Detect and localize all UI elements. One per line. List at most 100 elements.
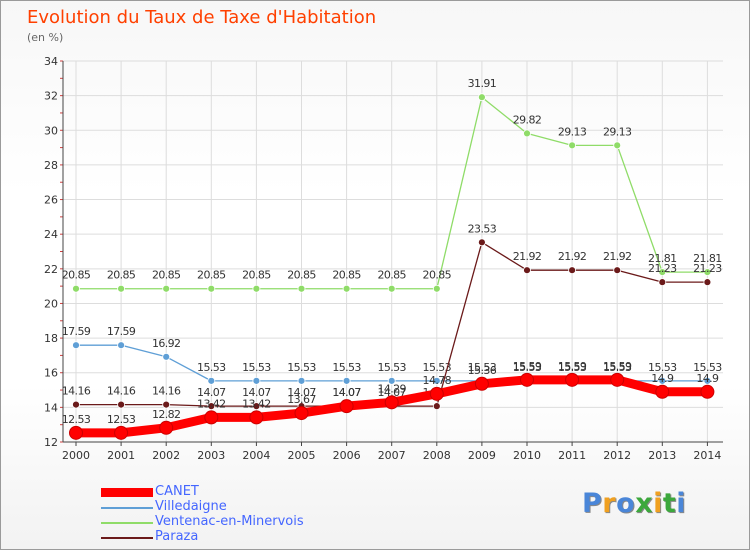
x-tick-label: 2008 <box>423 449 451 462</box>
data-point-canet <box>384 395 399 410</box>
data-label: 20.85 <box>62 269 91 282</box>
legend-label-paraza: Paraza <box>155 529 199 544</box>
data-point-ventenac-en-minervois <box>117 284 125 293</box>
data-point-villedaigne <box>658 376 667 385</box>
y-tick-label: 22 <box>44 263 58 276</box>
data-label: 17.59 <box>62 325 91 338</box>
data-label: 20.85 <box>423 269 452 282</box>
data-label: 15.53 <box>558 361 587 374</box>
data-point-villedaigne <box>72 341 80 350</box>
data-label: 14.16 <box>107 385 136 398</box>
data-label: 14.78 <box>423 374 452 387</box>
data-label: 12.53 <box>107 413 136 426</box>
data-label: 15.53 <box>468 361 497 374</box>
data-point-ventenac-en-minervois <box>613 141 622 150</box>
data-label: 14.9 <box>696 372 719 385</box>
logo-letter: x <box>635 488 654 519</box>
data-point-paraza <box>207 402 216 411</box>
data-point-canet <box>69 425 83 440</box>
data-label: 13.42 <box>197 397 226 410</box>
logo-letter: o <box>616 488 636 519</box>
chart-title: Evolution du Taux de Taxe d'Habitation <box>27 7 377 28</box>
data-point-canet <box>249 410 264 425</box>
y-tick-label: 20 <box>44 297 58 310</box>
data-point-paraza <box>162 400 171 409</box>
legend-item-villedaigne: Villedaigne <box>101 499 401 515</box>
y-tick-label: 32 <box>44 90 58 103</box>
data-label: 21.92 <box>603 250 632 263</box>
data-label: 21.81 <box>693 252 722 265</box>
data-label: 13.67 <box>287 393 316 406</box>
data-label: 16.92 <box>152 337 181 350</box>
data-point-villedaigne <box>207 376 216 385</box>
x-tick-label: 2004 <box>242 449 270 462</box>
data-label: 23.53 <box>468 222 497 235</box>
data-label: 12.53 <box>62 413 91 426</box>
y-tick-label: 26 <box>44 194 58 207</box>
data-point-canet <box>474 376 489 391</box>
x-tick-label: 2009 <box>468 449 496 462</box>
data-label: 21.81 <box>648 252 677 265</box>
data-point-ventenac-en-minervois <box>658 268 667 277</box>
data-point-canet <box>610 372 625 387</box>
data-label: 15.53 <box>693 361 722 374</box>
data-label: 31.91 <box>468 77 497 90</box>
x-tick-label: 2013 <box>648 449 676 462</box>
data-point-ventenac-en-minervois <box>703 268 712 277</box>
data-label: 13.42 <box>242 397 271 410</box>
logo-letter: P <box>582 488 603 519</box>
data-point-ventenac-en-minervois <box>568 141 576 150</box>
data-label: 15.53 <box>197 361 226 374</box>
data-label: 14.07 <box>197 386 226 399</box>
data-label: 20.85 <box>152 269 181 282</box>
data-label: 15.53 <box>287 361 316 374</box>
data-label: 15.59 <box>513 360 542 373</box>
y-tick-label: 12 <box>44 436 58 449</box>
data-label: 12.82 <box>152 408 181 421</box>
logo-letter: i <box>676 488 687 519</box>
data-label: 15.53 <box>332 361 361 374</box>
data-point-canet <box>159 420 174 435</box>
data-point-ventenac-en-minervois <box>252 284 261 293</box>
data-point-paraza <box>703 278 712 287</box>
data-label: 20.85 <box>287 269 316 282</box>
data-point-villedaigne <box>162 352 171 361</box>
data-point-canet <box>204 410 219 425</box>
x-tick-label: 2006 <box>333 449 361 462</box>
data-point-villedaigne <box>342 376 351 385</box>
data-label: 14.07 <box>287 386 316 399</box>
data-label: 17.59 <box>107 325 136 338</box>
data-label: 15.53 <box>423 361 452 374</box>
y-tick-label: 34 <box>44 55 58 68</box>
legend-swatch-canet <box>101 488 153 497</box>
data-point-villedaigne <box>297 376 306 385</box>
data-label: 14.07 <box>332 386 361 399</box>
data-point-canet <box>565 372 580 387</box>
data-label: 15.59 <box>603 360 632 373</box>
legend-label-ventenac: Ventenac-en-Minervois <box>155 514 304 529</box>
y-tick-label: 24 <box>44 228 58 241</box>
data-label: 15.53 <box>377 361 406 374</box>
x-tick-label: 2001 <box>107 449 135 462</box>
y-tick-label: 14 <box>44 401 58 414</box>
legend-swatch-ventenac <box>101 522 153 524</box>
data-label: 29.13 <box>603 125 632 138</box>
data-label: 14.9 <box>651 372 674 385</box>
data-label: 14.29 <box>377 382 406 395</box>
data-label: 15.53 <box>603 361 632 374</box>
data-label: 20.85 <box>332 269 361 282</box>
logo-letter: i <box>653 488 663 519</box>
data-point-paraza <box>523 266 531 275</box>
x-tick-label: 2000 <box>62 449 90 462</box>
x-tick-label: 2011 <box>558 449 586 462</box>
data-label: 20.85 <box>197 269 226 282</box>
data-point-paraza <box>477 238 486 247</box>
data-point-canet <box>429 386 444 401</box>
legend-item-canet: CANET <box>101 484 401 500</box>
data-point-paraza <box>252 402 261 411</box>
data-point-villedaigne <box>117 341 125 350</box>
data-point-paraza <box>432 402 441 411</box>
data-label: 21.92 <box>558 250 587 263</box>
